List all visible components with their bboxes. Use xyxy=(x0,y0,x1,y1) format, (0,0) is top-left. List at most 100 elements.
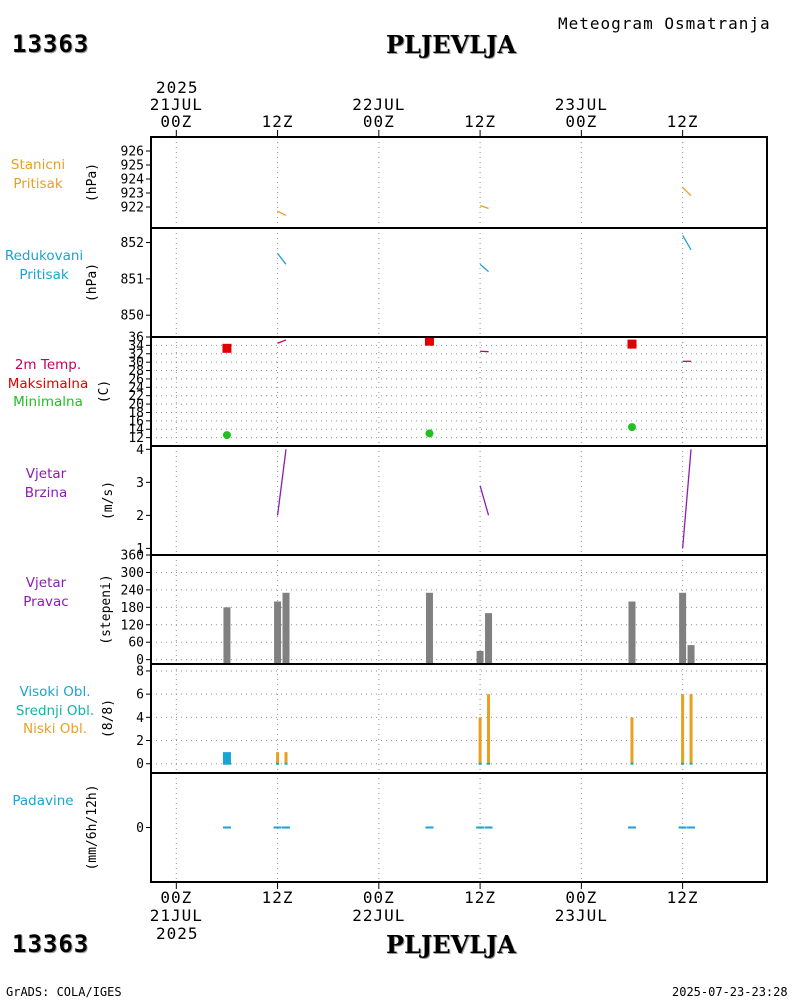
pressure-series-line xyxy=(682,186,692,197)
clouds-ytick-label: 0 xyxy=(136,757,144,772)
bottom-tick-label: 12Z xyxy=(464,888,497,907)
station-id-header: 13363 xyxy=(12,30,90,58)
wind_dir-frame xyxy=(150,554,768,665)
clouds-label-line3: Niski Obl. xyxy=(23,721,87,737)
wind_dir-ytick-label: 360 xyxy=(121,549,144,564)
reduced-pressure-label-line1: Redukovani xyxy=(4,248,84,264)
precip-panel: 0 (mm/6h/12h) xyxy=(85,772,768,883)
temperature-ytick-label: 20 xyxy=(128,398,144,413)
reduced_pressure-series-line xyxy=(479,263,489,273)
clouds-label-line1: Visoki Obl. xyxy=(19,684,91,700)
temperature-ytick-label: 24 xyxy=(128,381,144,396)
reduced-pressure-label: Redukovani Pritisak xyxy=(0,247,88,284)
clouds-mid-bar xyxy=(630,762,634,765)
credit-text: GrADS: COLA/IGES xyxy=(6,985,122,999)
precip-ytick-label: 0 xyxy=(136,821,144,836)
precip-frame xyxy=(150,772,768,883)
temperature-ytick-label: 14 xyxy=(128,423,144,438)
wind_dir-panel: 0 60 120 180 240 300 360 (stepeni) xyxy=(99,549,768,668)
pressure-frame xyxy=(150,136,768,229)
temperature-label-line3: Minimalna xyxy=(13,394,83,410)
reduced_pressure-panel: 850 851 852 (hPa) xyxy=(85,227,768,338)
clouds-low-bar xyxy=(689,694,693,764)
precip-bar xyxy=(678,826,687,829)
top-date-label: 21JUL xyxy=(149,95,203,114)
clouds-mid-bar xyxy=(478,762,482,765)
bottom-tick-label: 12Z xyxy=(666,888,699,907)
wind_dir-bar xyxy=(223,607,231,664)
pressure-ytick-label: 926 xyxy=(121,145,144,160)
wind_speed-panel: 1 2 3 4 (m/s) xyxy=(101,443,768,557)
clouds-mid-bar xyxy=(276,762,280,765)
clouds-low-bar xyxy=(681,694,685,764)
bottom-tick-label: 00Z xyxy=(160,888,193,907)
precip-bar xyxy=(222,826,231,829)
temperature-ytick-label: 12 xyxy=(128,431,144,446)
wind_speed-ytick-label: 3 xyxy=(136,476,144,491)
wind_speed-ytick-label: 1 xyxy=(136,542,144,557)
reduced_pressure-series-line xyxy=(682,234,692,251)
top-date-label: 23JUL xyxy=(554,95,608,114)
temperature-max-marker xyxy=(424,336,434,346)
bottom-tick-label: 00Z xyxy=(565,888,598,907)
wind_dir-ytick-label: 60 xyxy=(128,636,144,651)
temperature-max-marker xyxy=(627,339,637,349)
wind_dir-bar xyxy=(425,592,433,664)
clouds-low-bar xyxy=(284,752,288,764)
temperature-label-line1: 2m Temp. xyxy=(14,357,82,373)
precip-bar xyxy=(476,826,485,829)
reduced_pressure-ytick-label: 850 xyxy=(121,309,144,324)
bottom-tick-label: 12Z xyxy=(261,888,294,907)
pressure-series-line xyxy=(479,204,489,210)
pressure-ytick-label: 922 xyxy=(121,201,144,216)
wind-speed-label-line1: Vjetar xyxy=(25,466,67,482)
clouds-panel: 0 2 4 6 8 (8/8) xyxy=(101,663,768,774)
precip-bar xyxy=(627,826,636,829)
top-tick-label: 00Z xyxy=(565,112,598,131)
reduced_pressure-ytick-label: 851 xyxy=(121,272,144,287)
station-id-footer: 13363 xyxy=(12,930,90,958)
clouds-low-bar xyxy=(276,752,280,764)
temperature-min-marker xyxy=(627,423,636,432)
clouds-low-bar xyxy=(478,717,482,764)
wind_dir-bar xyxy=(274,601,282,664)
pressure-ytick-label: 925 xyxy=(121,159,144,174)
bottom-tick-label: 00Z xyxy=(362,888,395,907)
clouds-frame xyxy=(150,663,768,774)
wind_dir-ytick-label: 180 xyxy=(121,601,144,616)
reduced_pressure-unit-label: (hPa) xyxy=(85,263,100,302)
temperature-max-marker xyxy=(222,343,232,353)
meteogram-title: Meteogram Osmatranja xyxy=(558,14,771,33)
clouds-ytick-label: 2 xyxy=(136,734,144,749)
wind-speed-label: Vjetar Brzina xyxy=(0,465,92,502)
wind-speed-label-line2: Brzina xyxy=(24,484,68,501)
temperature-min-marker xyxy=(222,431,231,440)
wind_speed-series-line xyxy=(479,485,490,516)
pressure-ytick-label: 923 xyxy=(121,187,144,202)
precip-bar xyxy=(484,826,493,829)
clouds-mid-bar xyxy=(487,762,491,765)
temperature-ytick-label: 30 xyxy=(128,356,144,371)
top-tick-label: 00Z xyxy=(362,112,395,131)
clouds-label-line2: Srednji Obl. xyxy=(15,702,95,719)
temperature-ytick-label: 34 xyxy=(128,339,144,354)
precip-label-line1: Padavine xyxy=(12,793,74,809)
top-tick-label: 12Z xyxy=(261,112,294,131)
top-axis-year: 2025 xyxy=(156,78,199,97)
top-date-label: 22JUL xyxy=(352,95,406,114)
wind_dir-unit-label: (stepeni) xyxy=(99,574,114,644)
temperature-label-line2: Maksimalna xyxy=(7,375,89,392)
temperature-ytick-label: 22 xyxy=(128,389,144,404)
bottom-date-label: 22JUL xyxy=(352,906,406,925)
wind_speed-unit-label: (m/s) xyxy=(101,481,116,520)
wind-dir-label: Vjetar Pravac xyxy=(0,574,92,611)
wind_dir-bar xyxy=(476,650,484,664)
precip-bar xyxy=(282,826,291,829)
wind_dir-bar xyxy=(485,613,493,664)
clouds-low-bar xyxy=(630,717,634,764)
clouds-low-bar xyxy=(487,694,491,764)
top-tick-label: 12Z xyxy=(464,112,497,131)
bottom-date-label: 23JUL xyxy=(554,906,608,925)
temperature-ytick-label: 26 xyxy=(128,372,144,387)
